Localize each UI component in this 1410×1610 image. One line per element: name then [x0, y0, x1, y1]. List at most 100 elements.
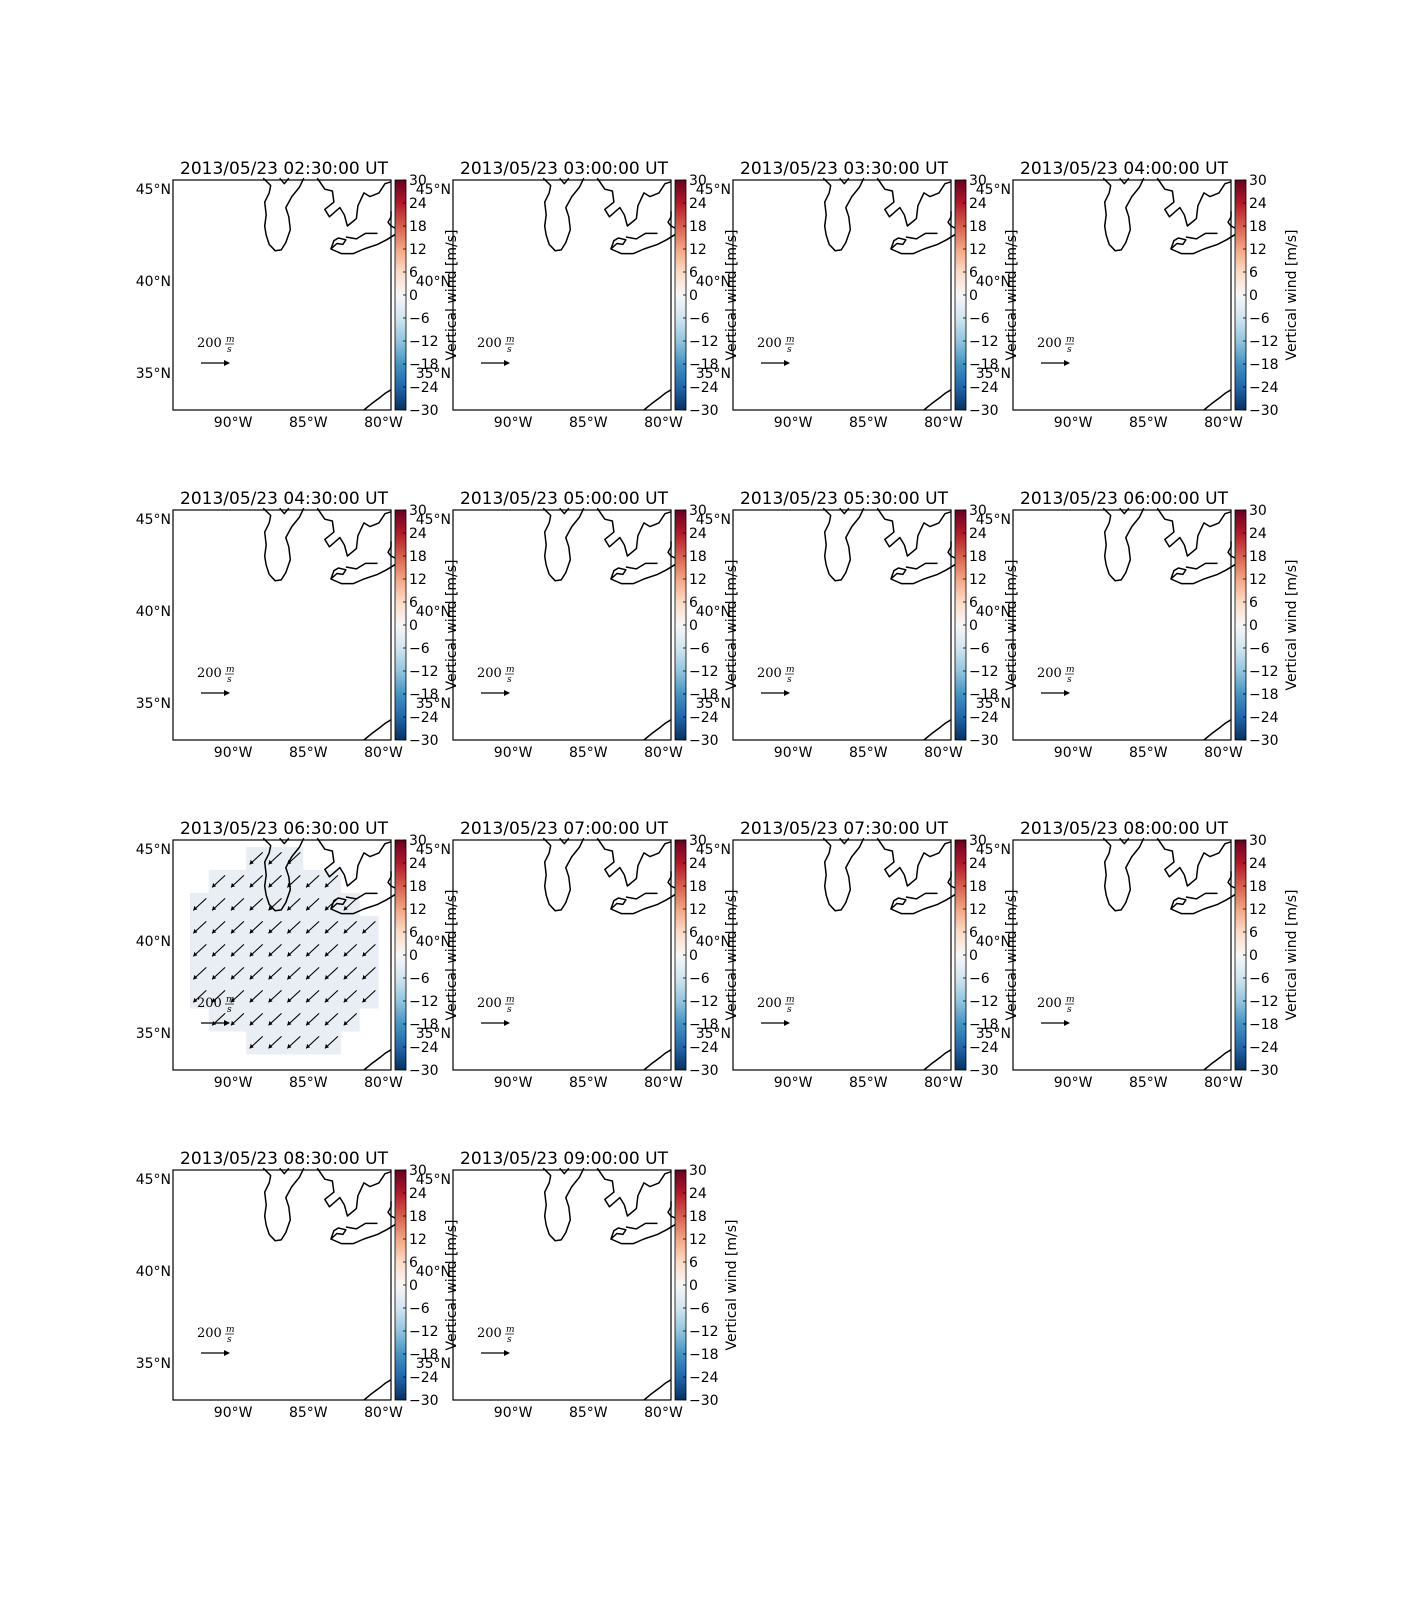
- coastline: [1185, 232, 1218, 240]
- colorbar-tick-label: 30: [1249, 833, 1267, 849]
- colorbar-tick-label: −6: [409, 971, 430, 987]
- coastlines: [262, 507, 400, 741]
- colorbar-label: Vertical wind [m/s]: [1004, 230, 1020, 361]
- coastlines: [262, 177, 400, 411]
- lon-tick-label: 90°W: [214, 1075, 253, 1091]
- coastline: [1170, 541, 1240, 585]
- colorbar-tick-label: 0: [1249, 288, 1258, 304]
- colorbar-tick-label: −30: [689, 733, 719, 749]
- coastline: [876, 177, 952, 227]
- map-frame: [172, 1169, 392, 1401]
- colorbar-label: Vertical wind [m/s]: [444, 230, 460, 361]
- map-panel: 2013/05/23 05:00:00 UT 45°N 40°N 35°N 90°W 85…: [416, 489, 740, 761]
- colorbar-tick-label: −30: [969, 403, 999, 419]
- quiver-key-unit-numerator: m: [1066, 995, 1075, 1005]
- colorbar-tick-label: −30: [689, 1393, 719, 1409]
- lon-tick-label: 80°W: [364, 1075, 403, 1091]
- coastline: [1170, 871, 1240, 915]
- lon-tick-label: 90°W: [1054, 1075, 1093, 1091]
- wind-arrowhead: [324, 905, 329, 911]
- colorbar-tick-label: −24: [409, 1040, 439, 1056]
- coastline: [643, 719, 672, 741]
- quiver-key-arrowhead: [504, 1350, 510, 1356]
- lat-tick-label: 40°N: [136, 1264, 171, 1280]
- wind-arrowhead: [230, 1020, 235, 1026]
- wind-vectors: [192, 851, 376, 1049]
- colorbar-tick-label: 6: [689, 595, 698, 611]
- wind-arrowhead: [287, 997, 292, 1003]
- colorbar-tick-label: −18: [689, 1347, 719, 1363]
- wind-arrowhead: [193, 928, 198, 934]
- coastline: [596, 837, 672, 887]
- lat-tick-label: 35°N: [136, 696, 171, 712]
- colorbar-tick-label: 18: [409, 219, 427, 235]
- coastline: [890, 871, 960, 915]
- lon-tick-label: 90°W: [214, 1405, 253, 1421]
- map-panel: 2013/05/23 03:00:00 UT 45°N 40°N 35°N 90°W 85…: [416, 159, 740, 431]
- colorbar-tick-label: −24: [1249, 380, 1279, 396]
- colorbar-tick-label: −30: [1249, 733, 1279, 749]
- lon-tick-label: 80°W: [364, 745, 403, 761]
- colorbar-tick-label: −24: [689, 380, 719, 396]
- lat-tick-label: 40°N: [416, 274, 451, 290]
- coastline: [1170, 211, 1240, 255]
- colorbar-tick-label: 18: [1249, 549, 1267, 565]
- map-frame: [172, 179, 392, 411]
- colorbar-tick-label: 18: [409, 879, 427, 895]
- coastline: [905, 892, 938, 900]
- lon-tick-label: 80°W: [644, 1075, 683, 1091]
- map-frame: [452, 179, 672, 411]
- colorbar-tick-label: −24: [409, 380, 439, 396]
- colorbar-tick-label: 24: [409, 1186, 427, 1202]
- lat-tick-label: 35°N: [696, 696, 731, 712]
- colorbar-tick-label: −24: [689, 1040, 719, 1056]
- lat-tick-label: 40°N: [136, 274, 171, 290]
- colorbar-tick-label: −30: [689, 1063, 719, 1079]
- quiver-key-arrowhead: [504, 360, 510, 366]
- colorbar-tick-label: 0: [409, 288, 418, 304]
- coastline: [905, 232, 938, 240]
- quiver-key-unit-numerator: m: [226, 995, 235, 1005]
- colorbar-tick-label: 24: [689, 856, 707, 872]
- colorbar-tick-label: −6: [689, 971, 710, 987]
- quiver-key-unit-denominator: s: [507, 345, 512, 355]
- coastline: [822, 837, 865, 912]
- map-frame: [1012, 839, 1232, 1071]
- lon-tick-label: 85°W: [569, 745, 608, 761]
- wind-arrowhead: [362, 928, 367, 934]
- quiver-key-value: 200: [477, 666, 502, 681]
- wind-arrowhead: [306, 1043, 311, 1049]
- colorbar-tick-label: 12: [969, 242, 987, 258]
- coastline: [316, 177, 392, 227]
- coastline: [1203, 719, 1232, 741]
- colorbar-tick-label: 30: [689, 173, 707, 189]
- coastline: [316, 507, 392, 557]
- coastline: [923, 1049, 952, 1071]
- colorbar-tick-label: 0: [969, 948, 978, 964]
- colorbar-tick-label: 6: [689, 1255, 698, 1271]
- quiver-key-value: 200: [1037, 996, 1062, 1011]
- colorbar-tick-label: 0: [409, 1278, 418, 1294]
- coastline: [890, 211, 960, 255]
- colorbar-label: Vertical wind [m/s]: [1004, 890, 1020, 1021]
- lon-tick-label: 90°W: [774, 745, 813, 761]
- wind-arrowhead: [324, 1043, 329, 1049]
- panel-title: 2013/05/23 07:00:00 UT: [460, 819, 669, 839]
- lon-tick-label: 80°W: [644, 1405, 683, 1421]
- colorbar-tick-label: 6: [969, 595, 978, 611]
- map-panel: 2013/05/23 08:00:00 UT 45°N 40°N 35°N 90°W 85…: [976, 819, 1300, 1091]
- colorbar-tick-label: 18: [969, 549, 987, 565]
- lat-tick-label: 45°N: [696, 842, 731, 858]
- wind-arrowhead: [324, 997, 329, 1003]
- colorbar-tick-label: 12: [409, 242, 427, 258]
- quiver-key-unit-numerator: m: [786, 665, 795, 675]
- colorbar-tick-label: 6: [409, 265, 418, 281]
- map-panel: 2013/05/23 04:00:00 UT 45°N 40°N 35°N 90°W 85…: [976, 159, 1300, 431]
- coastline: [1102, 177, 1145, 252]
- colorbar-tick-label: 24: [409, 196, 427, 212]
- coastline: [1156, 837, 1232, 887]
- colorbar-tick-label: 30: [689, 503, 707, 519]
- wind-arrowhead: [249, 974, 254, 980]
- colorbar-tick-label: 18: [689, 1209, 707, 1225]
